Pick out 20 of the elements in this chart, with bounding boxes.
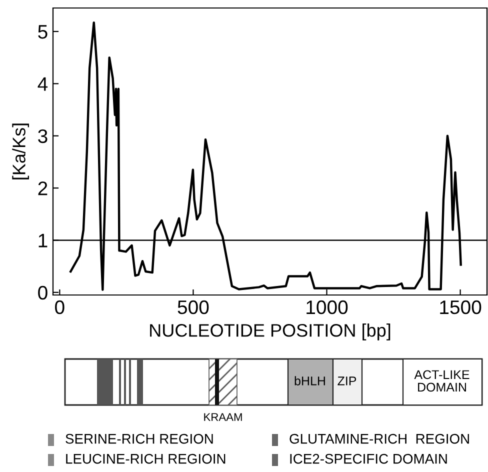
x-tick-label: 500 xyxy=(178,300,209,314)
x-tick-label: 1500 xyxy=(440,300,482,314)
y-tick-label: 2 xyxy=(38,181,48,196)
y-tick-label: 1 xyxy=(38,234,48,248)
y-tick-label: 4 xyxy=(38,77,48,91)
text: SERINE-RICH REGION xyxy=(66,434,213,444)
text: bHLH xyxy=(294,376,325,386)
text: ICE2-SPECIFIC DOMAIN xyxy=(290,454,447,464)
text: ZIP xyxy=(338,376,356,386)
y-axis-title: [Ka/Ks] xyxy=(12,124,29,180)
y-tick-label: 5 xyxy=(38,25,48,39)
text: LEUCINE-RICH REGIOIN xyxy=(66,454,226,464)
x-tick-label: 0 xyxy=(55,300,64,314)
y-tick-label: 3 xyxy=(38,129,48,144)
text: ACT-LIKE DOMAIN xyxy=(414,370,470,392)
y-tick-label: 0 xyxy=(38,286,48,300)
text: GLUTAMINE-RICH REGION xyxy=(290,434,469,444)
x-axis-title: NUCLEOTIDE POSITION [bp] xyxy=(150,324,390,340)
x-tick-label: 1000 xyxy=(306,300,348,314)
text: KRAAM xyxy=(204,413,242,421)
